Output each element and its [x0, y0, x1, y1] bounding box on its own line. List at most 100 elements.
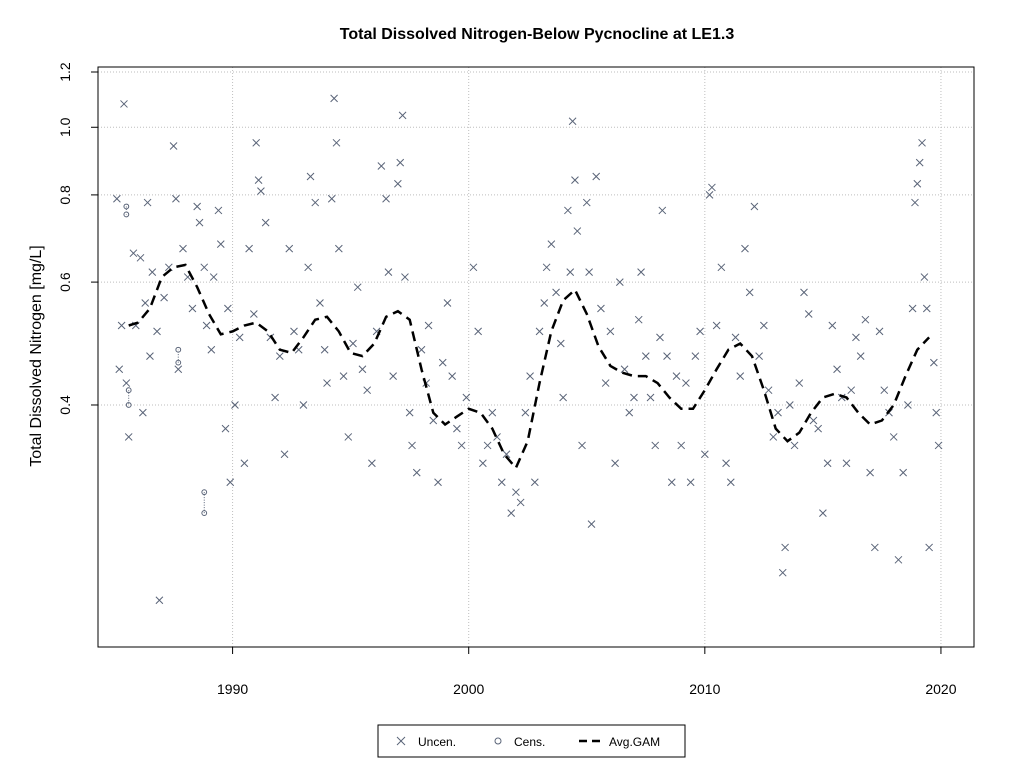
uncensored-point: [712, 321, 721, 330]
uncensored-point: [200, 263, 209, 272]
uncensored-point: [750, 202, 759, 211]
uncensored-point: [129, 249, 138, 258]
uncensored-point: [911, 198, 919, 207]
uncensored-point: [686, 478, 695, 487]
uncensored-point: [188, 304, 197, 313]
uncensored-point: [925, 543, 933, 552]
uncensored-point: [540, 299, 549, 307]
uncensored-point: [257, 187, 265, 195]
censored-point: [175, 359, 182, 366]
uncensored-point: [235, 333, 244, 342]
uncensored-point: [389, 372, 398, 380]
uncensored-point: [502, 450, 511, 459]
uncensored-point: [663, 352, 671, 360]
uncensored-point: [353, 283, 362, 292]
uncensored-point: [571, 176, 579, 184]
uncensored-point: [224, 304, 232, 313]
legend-cens-label: Cens.: [514, 735, 545, 749]
uncensored-point: [443, 299, 452, 307]
uncensored-point: [809, 416, 818, 425]
uncensored-point: [856, 352, 865, 360]
series-line-avg-gam: [128, 263, 931, 471]
uncensored-point: [908, 304, 917, 313]
uncensored-point: [252, 138, 261, 147]
uncensored-point: [672, 372, 681, 380]
uncensored-point: [382, 194, 390, 203]
uncensored-point: [521, 408, 530, 417]
uncensored-point: [745, 288, 754, 297]
legend-cens-symbol: [494, 737, 502, 745]
uncensored-point: [736, 372, 745, 380]
uncensored-point: [438, 358, 447, 367]
uncensored-point: [172, 194, 180, 203]
censored-point: [123, 203, 130, 210]
uncensored-point: [667, 478, 676, 487]
uncensored-point: [677, 441, 686, 450]
uncensored-point: [398, 111, 407, 120]
uncensored-point: [136, 253, 145, 262]
uncensored-point: [368, 459, 376, 468]
uncensored-point: [316, 299, 324, 307]
censored-point: [123, 211, 130, 218]
uncensored-point: [795, 379, 804, 387]
uncensored-point: [658, 206, 667, 215]
censored-point: [175, 346, 182, 353]
uncensored-point: [899, 468, 908, 477]
uncensored-point: [424, 321, 433, 330]
uncensored-point: [417, 345, 426, 354]
censored-point: [201, 510, 208, 516]
uncensored-point: [913, 179, 922, 188]
uncensored-point: [922, 304, 931, 313]
uncensored-point: [122, 379, 131, 387]
y-tick-label: 0.8: [57, 185, 73, 205]
uncensored-point: [306, 172, 315, 181]
uncensored-point: [275, 352, 284, 360]
uncensored-point: [889, 433, 898, 441]
uncensored-point: [823, 459, 832, 468]
uncensored-point: [174, 365, 183, 374]
uncensored-point: [559, 393, 568, 402]
legend-box: [377, 724, 686, 758]
uncensored-point: [285, 244, 294, 253]
y-tick-label: 1.0: [57, 117, 73, 137]
uncensored-point: [530, 478, 539, 487]
uncensored-point: [585, 268, 593, 277]
uncensored-point: [920, 273, 929, 281]
uncensored-point: [240, 459, 249, 468]
uncensored-point: [290, 327, 298, 336]
uncensored-point: [866, 468, 874, 477]
uncensored-point: [722, 459, 730, 468]
uncensored-point: [764, 386, 773, 395]
data-points: [113, 94, 943, 605]
uncensored-point: [193, 202, 202, 211]
uncensored-point: [358, 365, 367, 374]
uncensored-point: [700, 450, 709, 459]
uncensored-point: [578, 441, 586, 450]
uncensored-point: [384, 268, 393, 277]
x-axis: 1990 2000 2010 2020: [217, 647, 957, 697]
uncensored-point: [143, 198, 152, 207]
legend: Uncen. Cens. Avg.GAM: [377, 724, 686, 758]
uncensored-point: [254, 176, 263, 184]
uncensored-point: [507, 509, 516, 517]
uncensored-point: [717, 263, 726, 272]
uncensored-point: [261, 218, 270, 227]
uncensored-point: [620, 365, 629, 374]
uncensored-point: [814, 424, 823, 433]
legend-uncen-symbol: [396, 736, 406, 746]
uncensored-point: [245, 244, 253, 253]
censored-point: [201, 489, 208, 496]
uncensored-point: [148, 268, 157, 277]
uncensored-point: [344, 433, 353, 441]
uncensored-point: [349, 339, 357, 348]
uncensored-point: [705, 191, 714, 199]
y-tick-label: 0.4: [57, 395, 73, 415]
uncensored-point: [790, 441, 799, 450]
uncensored-point: [146, 352, 154, 360]
uncensored-point: [582, 198, 591, 207]
uncensored-point: [153, 327, 161, 336]
uncensored-point: [497, 478, 506, 487]
uncensored-point: [434, 478, 442, 487]
uncensored-point: [611, 459, 619, 468]
uncensored-point: [160, 293, 168, 302]
